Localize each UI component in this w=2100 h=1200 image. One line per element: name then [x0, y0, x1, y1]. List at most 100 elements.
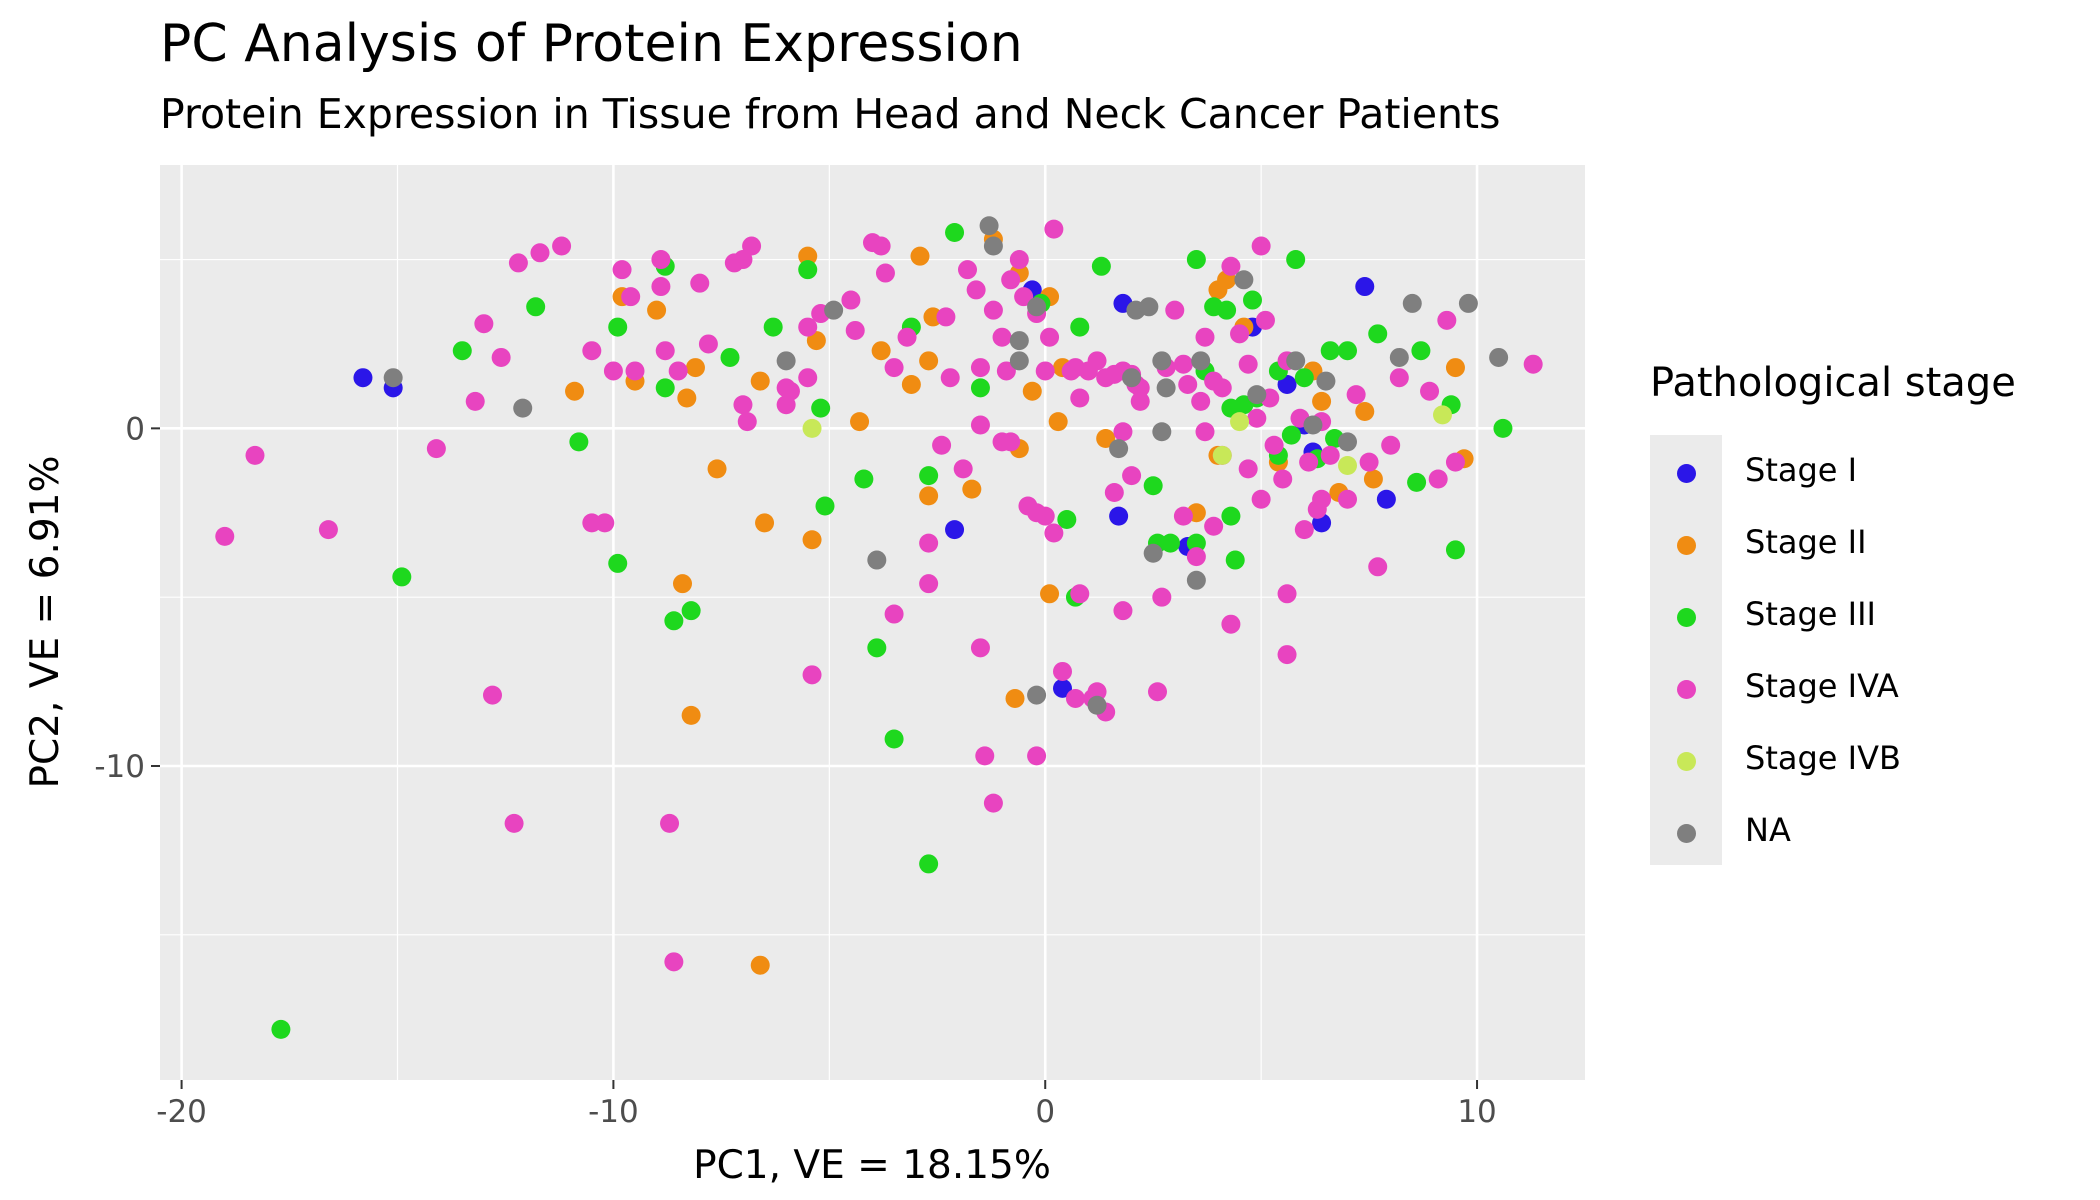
data-point: [1368, 557, 1388, 577]
chart-subtitle: Protein Expression in Tissue from Head a…: [160, 90, 1501, 138]
data-point: [1381, 435, 1401, 455]
data-point: [1376, 489, 1396, 509]
data-point: [1355, 401, 1375, 421]
data-point: [806, 331, 826, 351]
data-point: [677, 388, 697, 408]
data-point: [1091, 256, 1111, 276]
data-point: [1230, 412, 1250, 432]
data-point: [1165, 300, 1185, 320]
data-point: [940, 368, 960, 388]
x-tick-label: -10: [588, 1094, 639, 1130]
data-point: [660, 813, 680, 833]
legend-label: Stage I: [1745, 451, 1858, 489]
data-point: [426, 439, 446, 459]
data-point: [603, 361, 623, 381]
data-point: [1130, 391, 1150, 411]
data-point: [755, 513, 775, 533]
legend-item: NA: [1650, 797, 2050, 869]
data-point: [1445, 358, 1465, 378]
data-point: [1338, 489, 1357, 509]
data-point: [1109, 506, 1129, 526]
data-point: [651, 277, 671, 297]
data-point: [1458, 293, 1478, 313]
legend-swatch: [1677, 752, 1696, 771]
data-point: [1338, 432, 1357, 452]
legend-swatch: [1677, 536, 1696, 555]
data-point: [1221, 614, 1241, 634]
data-point: [1070, 317, 1090, 337]
data-point: [508, 253, 528, 273]
data-point: [1186, 547, 1206, 567]
data-point: [1238, 354, 1258, 374]
data-point: [1022, 381, 1042, 401]
data-point: [1217, 300, 1237, 320]
data-point: [1014, 287, 1034, 307]
data-point: [1281, 425, 1301, 445]
data-point: [970, 638, 990, 658]
data-point: [1009, 351, 1029, 371]
data-point: [1428, 469, 1448, 489]
legend-label: Stage IVB: [1745, 739, 1901, 777]
data-point: [996, 361, 1016, 381]
data-point: [1320, 445, 1340, 465]
data-point: [1251, 489, 1271, 509]
data-point: [1238, 459, 1258, 479]
data-point: [733, 395, 753, 415]
data-point: [1122, 368, 1142, 388]
data-point: [1156, 378, 1176, 398]
data-point: [685, 358, 705, 378]
data-point: [1294, 368, 1314, 388]
data-point: [1303, 415, 1323, 435]
data-point: [1247, 385, 1267, 405]
data-point: [1355, 277, 1375, 297]
series-stage-ivb: [802, 405, 1452, 475]
data-point: [1186, 570, 1206, 590]
data-point: [215, 526, 235, 546]
data-point: [945, 520, 965, 540]
data-point: [919, 351, 939, 371]
data-point: [1312, 489, 1332, 509]
data-point: [452, 341, 472, 361]
data-point: [392, 567, 412, 587]
data-point: [608, 317, 628, 337]
data-point: [513, 398, 533, 418]
data-point: [1152, 422, 1172, 442]
chart-title: PC Analysis of Protein Expression: [160, 14, 1023, 74]
data-point: [582, 341, 602, 361]
data-point: [1152, 587, 1172, 607]
data-point: [1493, 418, 1513, 438]
data-point: [1096, 428, 1116, 448]
data-point: [737, 412, 757, 432]
data-point: [884, 358, 904, 378]
data-point: [992, 327, 1012, 347]
data-point: [1143, 543, 1163, 563]
data-point: [565, 381, 585, 401]
data-point: [1191, 391, 1211, 411]
data-point: [651, 250, 671, 270]
data-point: [1113, 601, 1133, 621]
data-point: [1186, 533, 1206, 553]
data-point: [1251, 236, 1271, 256]
data-point: [1195, 422, 1215, 442]
plot-panel: [160, 165, 1585, 1080]
data-point: [720, 347, 740, 367]
y-tick-label: 0: [125, 411, 145, 447]
data-point: [798, 246, 818, 266]
legend-swatch: [1677, 608, 1696, 627]
data-point: [1053, 678, 1072, 698]
data-point: [958, 260, 977, 280]
data-point: [1139, 297, 1159, 317]
data-point: [1040, 327, 1060, 347]
data-point: [1523, 354, 1543, 374]
data-point: [1312, 391, 1332, 411]
data-point: [970, 415, 990, 435]
data-point: [681, 705, 701, 725]
data-point: [1178, 374, 1198, 394]
data-point: [595, 513, 615, 533]
legend-swatch: [1677, 824, 1696, 843]
data-point: [962, 479, 982, 499]
data-point: [1320, 341, 1340, 361]
data-point: [1113, 422, 1133, 442]
data-point: [1221, 256, 1241, 276]
